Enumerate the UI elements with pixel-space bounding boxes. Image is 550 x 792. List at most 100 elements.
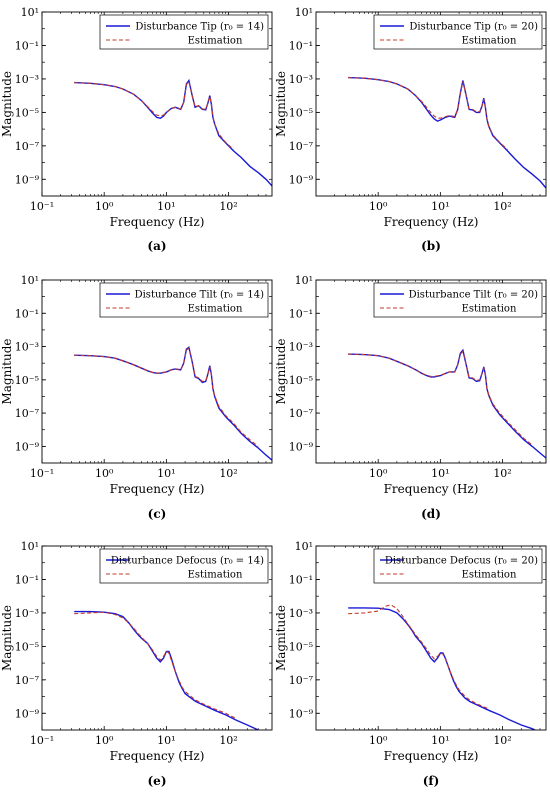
panel-caption: (f) [423, 774, 440, 788]
y-tick-label: 10⁻³ [289, 73, 313, 86]
legend-box [99, 548, 269, 584]
x-axis-label: Frequency (Hz) [384, 749, 479, 763]
y-tick-label: 10¹ [295, 274, 313, 287]
y-tick-label: 10⁻¹ [15, 573, 39, 586]
series-group [348, 76, 546, 189]
series-group [74, 78, 272, 187]
y-tick-label: 10⁻⁷ [15, 407, 40, 420]
y-tick-label: 10⁻⁹ [15, 440, 40, 453]
y-axis-label: Magnitude [274, 605, 288, 671]
y-tick-label: 10⁻¹ [15, 307, 39, 320]
x-tick-label: 10¹ [431, 734, 449, 747]
y-tick-label: 10⁻⁷ [15, 674, 40, 687]
y-tick-label: 10⁻⁷ [289, 674, 314, 687]
y-tick-label: 10⁻⁹ [289, 173, 314, 186]
plot-frame [41, 545, 273, 731]
y-tick-label: 10⁻⁵ [15, 374, 39, 387]
y-tick-label: 10⁻¹ [289, 39, 313, 52]
plot-frame [315, 279, 547, 464]
chart-panel-a: 10⁻¹ 10⁰ 10¹ 10² 10⁻⁹ 10⁻⁷ 10⁻⁵ 10⁻³ 10⁻¹ 10¹ Dist… [0, 6, 273, 253]
y-tick-label: 10¹ [295, 6, 313, 19]
y-tick-label: 10¹ [21, 540, 39, 553]
estimation-series-line [348, 350, 533, 446]
y-tick-label: 10¹ [21, 274, 39, 287]
series-group [74, 610, 260, 730]
disturbance-series-line [74, 346, 272, 461]
x-tick-label: 10¹ [157, 467, 175, 480]
legend-entry: Disturbance Tilt (r₀ = 20) [409, 290, 539, 301]
chart-panel-d: 10⁰ 10¹ 10² 10⁻⁹ 10⁻⁷ 10⁻⁵ 10⁻³ 10⁻¹ 10¹ Disturba… [274, 274, 547, 521]
legend-box [99, 14, 269, 50]
panel-caption: (a) [147, 239, 166, 253]
disturbance-series-line [348, 348, 546, 459]
legend-entry: Disturbance Tilt (r₀ = 14) [135, 290, 265, 301]
chart-panel-c: 10⁻¹ 10⁰ 10¹ 10² 10⁻⁹ 10⁻⁷ 10⁻⁵ 10⁻³ 10⁻¹ 10¹ Dist… [0, 274, 273, 521]
estimation-series-line [74, 80, 234, 150]
y-tick-label: 10⁻⁵ [15, 640, 39, 653]
plot-frame [315, 545, 547, 731]
legend-box [373, 14, 543, 50]
x-tick-label: 10² [493, 200, 511, 213]
x-tick-label: 10¹ [431, 467, 449, 480]
x-tick-label: 10² [219, 734, 237, 747]
x-tick-label: 10² [219, 467, 237, 480]
legend-entry: Estimation [188, 36, 243, 47]
x-tick-label: 10² [493, 467, 511, 480]
estimation-series-line [348, 604, 489, 710]
x-tick-label: 10⁰ [369, 200, 388, 213]
chart-panel-b: 10⁰ 10¹ 10² 10⁻⁹ 10⁻⁷ 10⁻⁵ 10⁻³ 10⁻¹ 10¹ Disturba… [274, 6, 547, 253]
x-tick-label: 10⁰ [95, 467, 114, 480]
series-group [74, 346, 272, 461]
y-tick-label: 10⁻⁵ [15, 106, 39, 119]
series-group [348, 348, 546, 459]
y-tick-label: 10⁻⁵ [289, 374, 313, 387]
x-tick-label: 10² [219, 200, 237, 213]
y-axis-label: Magnitude [0, 338, 14, 404]
panel-caption: (d) [421, 507, 441, 521]
x-axis-label: Frequency (Hz) [384, 482, 479, 496]
y-axis-label: Magnitude [274, 338, 288, 404]
y-tick-label: 10⁻¹ [289, 307, 313, 320]
y-tick-label: 10⁻³ [15, 341, 39, 354]
y-tick-label: 10⁻³ [15, 607, 39, 620]
estimation-series-line [74, 347, 259, 447]
y-tick-label: 10¹ [21, 6, 39, 19]
x-tick-label: 10¹ [157, 200, 175, 213]
x-tick-label: 10⁻¹ [30, 467, 54, 480]
y-axis-label: Magnitude [274, 71, 288, 137]
legend-box [99, 282, 269, 318]
panel-caption: (e) [148, 774, 167, 788]
legend-entry: Estimation [462, 304, 517, 315]
y-axis-label: Magnitude [0, 71, 14, 137]
x-tick-label: 10¹ [431, 200, 449, 213]
disturbance-series-line [348, 607, 537, 730]
y-tick-label: 10⁻⁵ [289, 106, 313, 119]
y-tick-label: 10⁻⁹ [15, 707, 40, 720]
y-tick-label: 10⁻⁷ [15, 140, 40, 153]
y-tick-label: 10⁻¹ [15, 39, 39, 52]
legend-entry: Estimation [188, 570, 243, 581]
y-tick-label: 10⁻³ [289, 341, 313, 354]
disturbance-series-line [74, 78, 272, 187]
y-tick-label: 10¹ [295, 540, 313, 553]
x-axis-label: Frequency (Hz) [384, 215, 479, 229]
x-tick-label: 10⁰ [95, 200, 114, 213]
y-tick-label: 10⁻⁹ [289, 707, 314, 720]
legend-entry: Disturbance Tip (r₀ = 14) [135, 22, 264, 33]
x-axis-label: Frequency (Hz) [110, 482, 205, 496]
x-tick-label: 10² [493, 734, 511, 747]
disturbance-series-line [348, 76, 546, 189]
x-tick-label: 10¹ [157, 734, 175, 747]
x-tick-label: 10⁻¹ [30, 200, 54, 213]
panel-caption: (b) [421, 239, 441, 253]
y-axis-label: Magnitude [0, 605, 14, 671]
estimation-series-line [348, 77, 508, 150]
legend-entry: Disturbance Tip (r₀ = 20) [409, 22, 538, 33]
y-tick-label: 10⁻⁹ [15, 173, 40, 186]
panel-caption: (c) [148, 507, 167, 521]
chart-panel-e: 10⁻¹ 10⁰ 10¹ 10² 10⁻⁹ 10⁻⁷ 10⁻⁵ 10⁻³ 10⁻¹ 10¹ Dist… [0, 540, 273, 788]
x-axis-label: Frequency (Hz) [110, 215, 205, 229]
legend-entry: Disturbance Defocus (r₀ = 20) [385, 556, 538, 567]
legend-entry: Estimation [462, 570, 517, 581]
